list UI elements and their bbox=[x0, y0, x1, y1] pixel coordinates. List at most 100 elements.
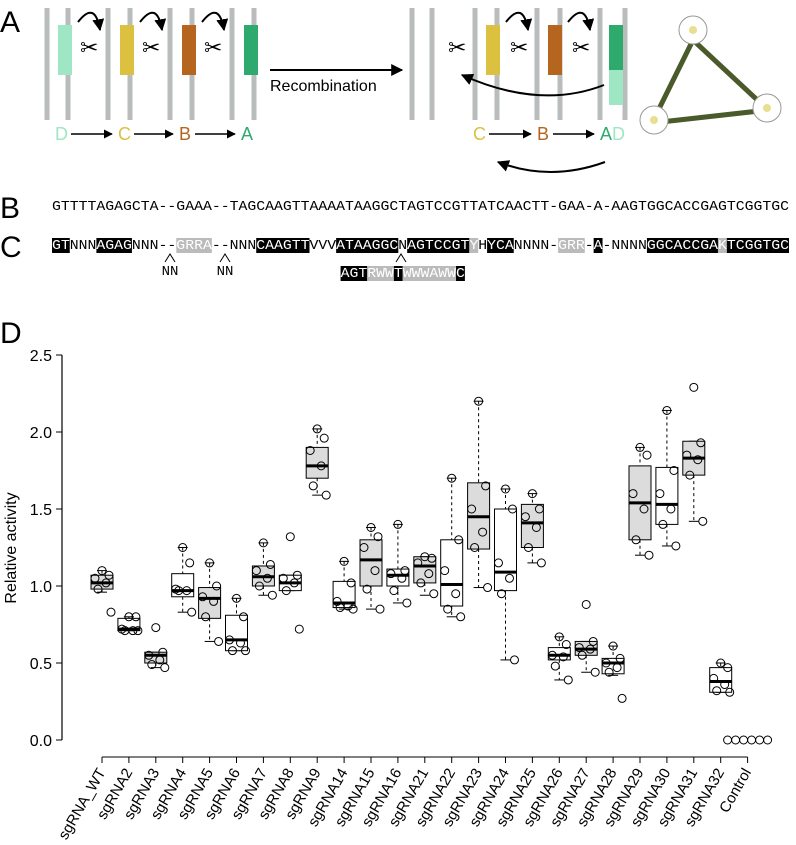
box bbox=[305, 446, 329, 479]
data-point bbox=[101, 578, 111, 588]
data-point bbox=[258, 538, 268, 548]
data-point bbox=[682, 450, 692, 460]
gene-label: C bbox=[118, 124, 131, 144]
data-point bbox=[133, 626, 143, 636]
data-point bbox=[400, 566, 410, 576]
data-point bbox=[241, 646, 250, 656]
data-point bbox=[294, 624, 304, 634]
data-point bbox=[155, 655, 165, 665]
data-point bbox=[558, 652, 568, 662]
data-point bbox=[335, 603, 345, 613]
data-point bbox=[359, 543, 369, 552]
y-tick-label: 2.0 bbox=[30, 425, 52, 442]
data-point bbox=[321, 490, 331, 500]
sequence-highlight bbox=[176, 238, 212, 253]
data-point bbox=[716, 658, 726, 668]
data-point bbox=[424, 569, 434, 579]
data-point bbox=[456, 612, 466, 622]
data-point bbox=[232, 593, 241, 603]
cut-arrows-left bbox=[77, 11, 229, 32]
data-point bbox=[429, 589, 439, 599]
data-point bbox=[308, 481, 318, 491]
sequence-highlight bbox=[593, 238, 603, 253]
data-point bbox=[590, 667, 600, 677]
sequence-segment: T bbox=[394, 266, 403, 282]
data-point bbox=[185, 558, 195, 568]
blocks-left bbox=[58, 25, 258, 75]
data-point bbox=[612, 663, 622, 673]
data-point bbox=[413, 558, 423, 568]
data-point bbox=[467, 504, 477, 514]
sequence-segment: TCGGTGC bbox=[727, 238, 789, 254]
sequence-segment: -NNNN bbox=[603, 238, 647, 254]
sequence-segment: AGAG bbox=[96, 238, 132, 254]
data-point bbox=[536, 558, 546, 568]
data-point bbox=[604, 667, 614, 677]
data-point bbox=[267, 590, 277, 600]
data-point bbox=[120, 626, 130, 636]
daisy-triangle bbox=[639, 15, 782, 135]
data-point bbox=[278, 573, 288, 583]
data-point bbox=[723, 663, 733, 673]
svg-text:✂: ✂ bbox=[142, 36, 160, 61]
data-point bbox=[581, 599, 591, 609]
data-point bbox=[236, 638, 245, 648]
data-point bbox=[285, 532, 295, 542]
sequence-highlight bbox=[52, 238, 70, 253]
sequence-segment: GGCACCGA bbox=[647, 238, 719, 254]
sequence-highlight bbox=[340, 266, 368, 281]
sequence-segment: A bbox=[594, 238, 604, 254]
data-point bbox=[187, 607, 197, 617]
sequence-highlight bbox=[646, 238, 718, 253]
data-point bbox=[755, 735, 765, 745]
gene-label: C bbox=[473, 124, 486, 144]
sequence-segment: AGT bbox=[341, 266, 368, 282]
data-point bbox=[254, 581, 264, 591]
gene-label: D bbox=[612, 124, 625, 144]
sequence-highlight bbox=[336, 238, 399, 253]
sequence-segment: N bbox=[398, 238, 407, 254]
cut-arrows-right bbox=[460, 11, 606, 173]
data-point bbox=[281, 586, 291, 596]
sequence-segment: CAAGTT bbox=[256, 238, 309, 254]
svg-text:✂: ✂ bbox=[510, 36, 528, 61]
data-point bbox=[662, 405, 672, 415]
data-point bbox=[447, 473, 457, 483]
svg-text:✂: ✂ bbox=[572, 36, 590, 61]
data-point bbox=[585, 644, 595, 654]
sequence-segment: Y bbox=[469, 238, 479, 254]
data-point bbox=[90, 573, 100, 583]
gene-label: B bbox=[537, 124, 549, 144]
data-point bbox=[698, 516, 708, 526]
data-point bbox=[319, 433, 329, 443]
data-point bbox=[666, 504, 676, 514]
panel-label: B bbox=[0, 192, 20, 225]
svg-text:✂: ✂ bbox=[80, 36, 98, 61]
data-point bbox=[696, 438, 706, 448]
sequence-highlight bbox=[402, 266, 457, 281]
data-point bbox=[709, 673, 719, 683]
data-point bbox=[531, 522, 541, 532]
data-point bbox=[346, 578, 356, 588]
data-point bbox=[305, 445, 315, 455]
data-point bbox=[615, 653, 625, 663]
data-point bbox=[440, 566, 450, 576]
data-point bbox=[523, 543, 533, 552]
data-point bbox=[635, 442, 645, 452]
data-point bbox=[265, 559, 275, 569]
sequence-segment: NNN bbox=[70, 238, 97, 254]
sequence-highlight bbox=[393, 266, 403, 281]
data-point bbox=[505, 573, 514, 583]
insertion: NN bbox=[217, 264, 234, 280]
data-point bbox=[534, 504, 544, 514]
data-point bbox=[205, 558, 215, 568]
data-point bbox=[601, 658, 611, 668]
sequence-highlight bbox=[367, 266, 394, 281]
data-point bbox=[561, 640, 571, 650]
data-point bbox=[527, 489, 537, 499]
data-point bbox=[104, 570, 114, 580]
data-point bbox=[366, 522, 376, 532]
data-point bbox=[731, 735, 741, 745]
data-point bbox=[671, 541, 681, 551]
sequence-highlight bbox=[407, 238, 470, 253]
